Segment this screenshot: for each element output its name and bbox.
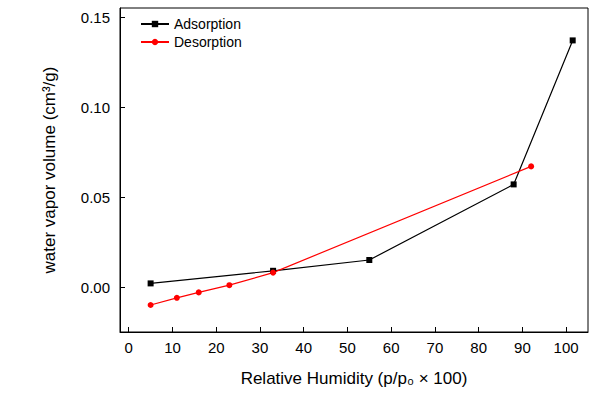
svg-text:90: 90 <box>514 339 531 356</box>
svg-text:50: 50 <box>339 339 356 356</box>
svg-text:0: 0 <box>125 339 133 356</box>
svg-text:100: 100 <box>554 339 579 356</box>
svg-text:30: 30 <box>252 339 269 356</box>
svg-text:80: 80 <box>470 339 487 356</box>
svg-text:Relative Humidity (p/p₀ × 100): Relative Humidity (p/p₀ × 100) <box>241 369 468 388</box>
svg-text:10: 10 <box>164 339 181 356</box>
svg-text:0.00: 0.00 <box>81 279 110 296</box>
svg-text:60: 60 <box>383 339 400 356</box>
svg-text:70: 70 <box>427 339 444 356</box>
svg-text:0.15: 0.15 <box>81 9 110 26</box>
svg-text:40: 40 <box>295 339 312 356</box>
svg-text:0.10: 0.10 <box>81 99 110 116</box>
svg-text:20: 20 <box>208 339 225 356</box>
svg-text:0.05: 0.05 <box>81 189 110 206</box>
svg-text:Adsorption: Adsorption <box>174 16 241 32</box>
svg-text:Desorption: Desorption <box>174 34 242 50</box>
svg-text:water vapor volume (cm³/g): water vapor volume (cm³/g) <box>40 67 59 275</box>
